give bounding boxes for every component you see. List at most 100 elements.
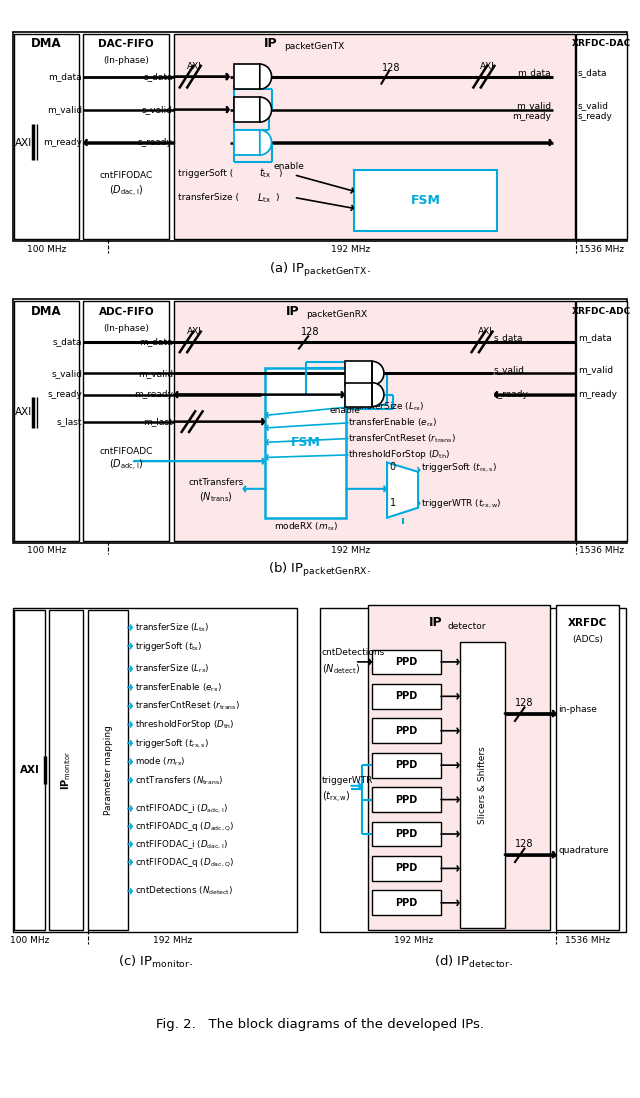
FancyBboxPatch shape xyxy=(88,609,128,930)
Text: IP: IP xyxy=(428,616,442,629)
Text: 1: 1 xyxy=(390,498,396,508)
Text: cntDetections ($N_{\rm detect}$): cntDetections ($N_{\rm detect}$) xyxy=(135,885,233,897)
Text: cntFIFOADC_q ($D_{\rm adc,Q}$): cntFIFOADC_q ($D_{\rm adc,Q}$) xyxy=(135,820,234,832)
Text: AXI: AXI xyxy=(478,327,493,336)
Text: XRFDC: XRFDC xyxy=(568,618,607,628)
FancyBboxPatch shape xyxy=(174,301,575,541)
Text: PPD: PPD xyxy=(396,726,418,736)
FancyBboxPatch shape xyxy=(556,605,619,930)
Text: PPD: PPD xyxy=(396,898,418,908)
FancyBboxPatch shape xyxy=(372,856,441,881)
FancyBboxPatch shape xyxy=(372,787,441,811)
Text: m_valid: m_valid xyxy=(138,369,173,378)
Text: IP: IP xyxy=(286,305,300,318)
FancyBboxPatch shape xyxy=(372,684,441,708)
FancyBboxPatch shape xyxy=(372,718,441,743)
Text: 1536 MHz: 1536 MHz xyxy=(579,245,624,254)
FancyBboxPatch shape xyxy=(14,301,79,541)
Text: XRFDC-ADC: XRFDC-ADC xyxy=(572,307,631,316)
Text: IP$_{\rm monitor}$: IP$_{\rm monitor}$ xyxy=(59,750,73,789)
Text: s_data: s_data xyxy=(52,337,82,346)
FancyBboxPatch shape xyxy=(14,34,79,239)
Text: triggerWTR ($t_{\rm rx,w}$): triggerWTR ($t_{\rm rx,w}$) xyxy=(420,497,501,509)
Text: ($D_{\rm dac,I}$): ($D_{\rm dac,I}$) xyxy=(109,183,143,199)
Text: s_valid: s_valid xyxy=(494,365,525,374)
FancyBboxPatch shape xyxy=(14,609,45,930)
Text: s_data: s_data xyxy=(143,72,173,81)
Text: DMA: DMA xyxy=(31,305,62,318)
Text: AXI: AXI xyxy=(15,407,33,417)
Text: ADC-FIFO: ADC-FIFO xyxy=(99,306,154,316)
FancyBboxPatch shape xyxy=(320,607,626,932)
FancyBboxPatch shape xyxy=(13,607,297,932)
Text: PPD: PPD xyxy=(396,863,418,873)
Text: m_ready: m_ready xyxy=(512,112,551,121)
Text: triggerSoft ($t_{\rm rx,s}$): triggerSoft ($t_{\rm rx,s}$) xyxy=(135,737,209,750)
Text: 1536 MHz: 1536 MHz xyxy=(565,937,611,945)
FancyBboxPatch shape xyxy=(83,301,169,541)
Text: s_valid: s_valid xyxy=(142,105,173,114)
Wedge shape xyxy=(372,361,384,385)
FancyBboxPatch shape xyxy=(460,642,505,928)
Wedge shape xyxy=(372,383,384,406)
Text: quadrature: quadrature xyxy=(558,847,609,855)
Text: PPD: PPD xyxy=(396,692,418,702)
FancyBboxPatch shape xyxy=(83,34,169,239)
Text: 100 MHz: 100 MHz xyxy=(27,546,67,554)
Text: ): ) xyxy=(275,193,279,202)
FancyBboxPatch shape xyxy=(13,32,627,242)
Text: 0: 0 xyxy=(390,462,396,472)
Text: ($D_{\rm adc,I}$): ($D_{\rm adc,I}$) xyxy=(109,458,143,472)
FancyBboxPatch shape xyxy=(372,890,441,916)
Text: Parameter mapping: Parameter mapping xyxy=(104,725,113,815)
FancyBboxPatch shape xyxy=(354,170,497,231)
Text: AXI: AXI xyxy=(186,327,202,336)
Text: cntFIFOADC: cntFIFOADC xyxy=(100,447,153,456)
Text: transferSize (: transferSize ( xyxy=(179,193,239,202)
Text: triggerSoft (: triggerSoft ( xyxy=(179,169,234,178)
Text: ($N_{\rm trans}$): ($N_{\rm trans}$) xyxy=(199,490,232,504)
Polygon shape xyxy=(387,462,418,518)
Text: 100 MHz: 100 MHz xyxy=(27,245,67,254)
Text: m_last: m_last xyxy=(143,417,173,426)
Text: transferCntReset ($r_{\rm trans}$): transferCntReset ($r_{\rm trans}$) xyxy=(348,433,456,445)
Text: (In-phase): (In-phase) xyxy=(104,56,149,65)
Text: (d) IP$_{\rm detector}$.: (d) IP$_{\rm detector}$. xyxy=(434,954,513,970)
Text: in-phase: in-phase xyxy=(558,705,597,714)
Text: transferSize ($L_{\rm tx}$): transferSize ($L_{\rm tx}$) xyxy=(135,621,209,634)
FancyBboxPatch shape xyxy=(345,361,372,385)
Text: FSM: FSM xyxy=(291,436,321,449)
Text: triggerSoft ($t_{\rm rx,s}$): triggerSoft ($t_{\rm rx,s}$) xyxy=(420,461,497,474)
Wedge shape xyxy=(260,130,271,155)
Text: s_data: s_data xyxy=(494,334,524,343)
Text: enable: enable xyxy=(273,163,304,171)
FancyBboxPatch shape xyxy=(372,650,441,674)
Text: transferCntReset ($r_{\rm trans}$): transferCntReset ($r_{\rm trans}$) xyxy=(135,699,240,713)
Text: 128: 128 xyxy=(382,63,401,74)
Text: cntDetections: cntDetections xyxy=(322,649,385,658)
Text: transferEnable ($e_{\rm rx}$): transferEnable ($e_{\rm rx}$) xyxy=(348,416,437,429)
Text: (c) IP$_{\rm monitor}$.: (c) IP$_{\rm monitor}$. xyxy=(118,954,193,970)
Text: ($N_{\rm detect}$): ($N_{\rm detect}$) xyxy=(322,662,360,675)
FancyBboxPatch shape xyxy=(13,299,627,542)
Text: PPD: PPD xyxy=(396,760,418,770)
FancyBboxPatch shape xyxy=(49,609,83,930)
Text: $t_{\rm tx}$: $t_{\rm tx}$ xyxy=(259,167,271,180)
Text: cntFIFODAC: cntFIFODAC xyxy=(100,171,153,180)
FancyBboxPatch shape xyxy=(234,97,260,122)
Text: 1536 MHz: 1536 MHz xyxy=(579,546,624,554)
Text: Fig. 2.   The block diagrams of the developed IPs.: Fig. 2. The block diagrams of the develo… xyxy=(156,1018,484,1031)
Text: m_data: m_data xyxy=(49,72,82,81)
Text: packetGenRX: packetGenRX xyxy=(307,311,367,320)
Text: transferSize ($L_{\rm rx}$): transferSize ($L_{\rm rx}$) xyxy=(135,662,209,675)
Text: s_ready: s_ready xyxy=(138,138,173,147)
Text: s_valid: s_valid xyxy=(51,369,82,378)
Text: s_last: s_last xyxy=(57,417,82,426)
Text: PPD: PPD xyxy=(396,795,418,805)
Text: 100 MHz: 100 MHz xyxy=(10,937,49,945)
Text: FSM: FSM xyxy=(411,194,440,208)
FancyBboxPatch shape xyxy=(372,753,441,777)
FancyBboxPatch shape xyxy=(266,368,346,518)
Text: AXI: AXI xyxy=(186,61,202,70)
Text: IP: IP xyxy=(264,37,278,51)
